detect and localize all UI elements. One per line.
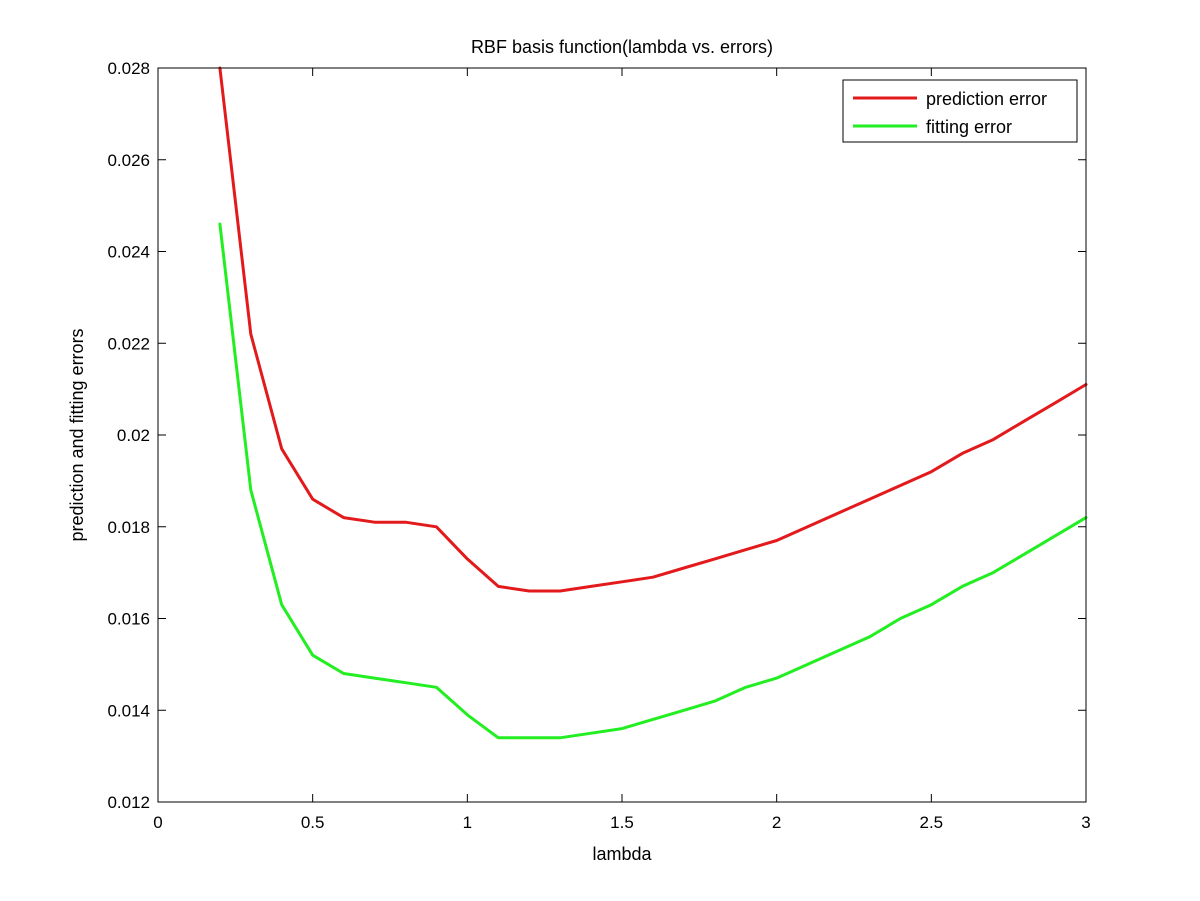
x-tick-label: 0.5 — [301, 813, 325, 832]
y-axis-label: prediction and fitting errors — [67, 328, 87, 541]
y-tick-label: 0.014 — [107, 701, 150, 720]
legend-box — [842, 79, 1078, 143]
legend-label-prediction-error: prediction error — [926, 89, 1047, 109]
x-tick-label: 3 — [1081, 813, 1090, 832]
legend: prediction error fitting error — [842, 79, 1078, 143]
legend-label-fitting-error: fitting error — [926, 117, 1012, 137]
plot-area — [158, 68, 1086, 802]
series-line-prediction-error — [218, 66, 1088, 593]
series-layer — [218, 66, 1088, 740]
y-tick-label: 0.028 — [107, 59, 150, 78]
x-tick-label: 2 — [772, 813, 781, 832]
y-tick-label: 0.012 — [107, 793, 150, 812]
x-tick-label: 1 — [463, 813, 472, 832]
y-tick-label: 0.016 — [107, 610, 150, 629]
ticks-layer: 0 0.5 1 1.5 2 2.5 3 0.012 0.014 0.016 0.018 0.02 0.0… — [107, 59, 1090, 832]
series-line-fitting-error — [218, 222, 1088, 740]
y-tick-label: 0.026 — [107, 151, 150, 170]
x-tick-label: 0 — [153, 813, 162, 832]
y-tick-label: 0.024 — [107, 243, 150, 262]
x-tick-label: 1.5 — [610, 813, 634, 832]
x-tick-label: 2.5 — [920, 813, 944, 832]
x-axis-label: lambda — [592, 844, 652, 864]
chart-title: RBF basis function(lambda vs. errors) — [471, 37, 773, 57]
y-tick-label: 0.018 — [107, 518, 150, 537]
axes-frame — [157, 67, 1087, 803]
y-tick-label: 0.022 — [107, 334, 150, 353]
y-tick-label: 0.02 — [117, 426, 150, 445]
